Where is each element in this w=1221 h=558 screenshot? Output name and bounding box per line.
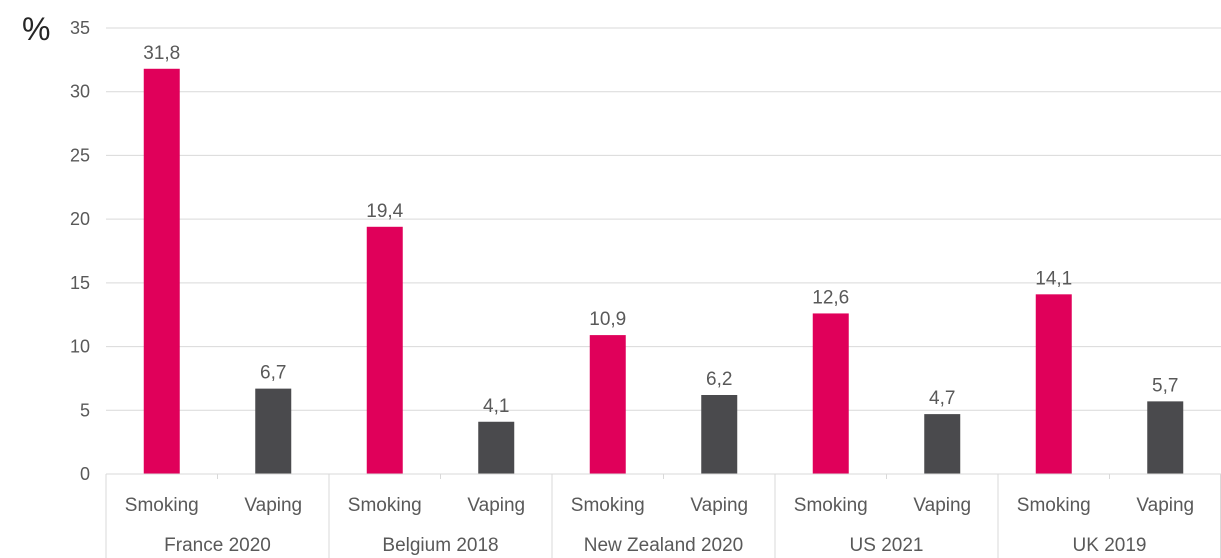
bar-smoking xyxy=(1035,294,1072,474)
bar-smoking xyxy=(589,335,626,474)
data-label: 10,9 xyxy=(589,309,626,330)
bar-smoking xyxy=(143,68,180,474)
group-label: France 2020 xyxy=(164,535,271,556)
y-tick-label: 35 xyxy=(70,18,90,38)
y-tick-label: 15 xyxy=(70,273,90,293)
bar-smoking xyxy=(812,313,849,474)
bar-vaping xyxy=(1147,401,1184,474)
y-tick-label: 5 xyxy=(80,400,90,420)
data-labels: 31,8 6,7 19,4 4,1 10,9 6,2 12,6 4,7 14,1 5,7 xyxy=(143,43,1178,417)
group-label: New Zealand 2020 xyxy=(584,535,744,556)
x-axis: Smoking Vaping France 2020 Smoking Vaping Bel… xyxy=(105,473,1221,558)
group-label: UK 2019 xyxy=(1073,535,1147,556)
data-label: 31,8 xyxy=(143,43,180,64)
bar-vaping xyxy=(701,394,738,474)
bar-vaping xyxy=(924,414,961,474)
category-label: Vaping xyxy=(913,495,971,516)
data-label: 5,7 xyxy=(1152,375,1178,396)
category-label: Vaping xyxy=(467,495,525,516)
category-label: Vaping xyxy=(1136,495,1194,516)
y-tick-label: 10 xyxy=(70,337,90,357)
y-tick-label: 25 xyxy=(70,145,90,165)
bar-smoking xyxy=(366,226,403,474)
bar-vaping xyxy=(255,388,292,474)
group-label: US 2021 xyxy=(850,535,924,556)
category-label: Vaping xyxy=(690,495,748,516)
y-axis-unit-label: % xyxy=(22,11,50,47)
category-label: Smoking xyxy=(794,495,868,516)
data-label: 4,1 xyxy=(483,396,509,417)
category-label: Smoking xyxy=(571,495,645,516)
category-label: Smoking xyxy=(1017,495,1091,516)
gridlines: 0 5 10 15 20 25 30 35 xyxy=(70,18,1221,484)
group-label: Belgium 2018 xyxy=(382,535,498,556)
data-label: 6,7 xyxy=(260,363,286,384)
bar-vaping xyxy=(478,421,515,474)
bars xyxy=(143,68,1184,474)
category-label: Smoking xyxy=(125,495,199,516)
data-label: 19,4 xyxy=(366,201,403,222)
data-label: 12,6 xyxy=(812,287,849,308)
data-label: 6,2 xyxy=(706,369,732,390)
y-tick-label: 30 xyxy=(70,82,90,102)
y-tick-label: 0 xyxy=(80,464,90,484)
data-label: 4,7 xyxy=(929,388,955,409)
y-tick-label: 20 xyxy=(70,209,90,229)
data-label: 14,1 xyxy=(1035,268,1072,289)
category-label: Vaping xyxy=(244,495,302,516)
category-label: Smoking xyxy=(348,495,422,516)
